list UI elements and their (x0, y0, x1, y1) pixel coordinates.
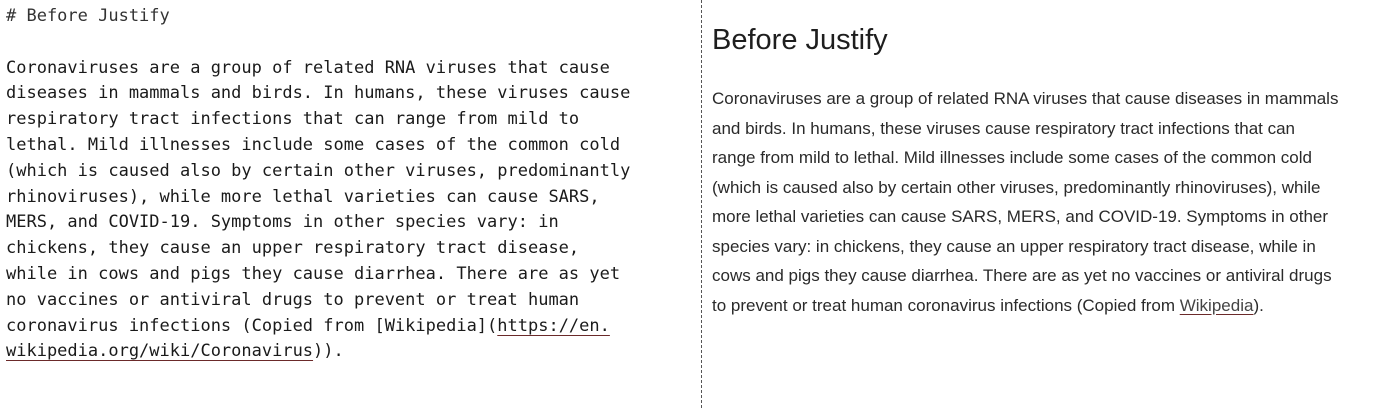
markdown-preview: Before Justify Coronaviruses are a group… (712, 0, 1398, 408)
preview-line: more lethal varieties can cause SARS, ME… (712, 207, 1329, 226)
preview-paragraph: Coronaviruses are a group of related RNA… (712, 84, 1398, 320)
preview-line: range from mild to lethal. Mild illnesse… (712, 148, 1312, 167)
preview-line: cows and pigs they cause diarrhea. There… (712, 266, 1332, 285)
preview-text: to prevent or treat human coronavirus in… (712, 295, 1180, 315)
editor-line: respiratory tract infections that can ra… (6, 109, 580, 130)
markdown-editor[interactable]: # Before Justify Coronaviruses are a gro… (0, 0, 700, 408)
editor-line: while in cows and pigs they cause diarrh… (6, 263, 621, 284)
editor-line: )). (313, 341, 344, 362)
editor-line: (which is caused also by certain other v… (6, 160, 631, 181)
editor-line: lethal. Mild illnesses include some case… (6, 134, 621, 155)
preview-line: (which is caused also by certain other v… (712, 177, 1321, 197)
preview-line: Coronaviruses are a group of related RNA… (712, 89, 1339, 108)
editor-line: Coronaviruses are a group of related RNA… (6, 57, 610, 78)
pane-divider[interactable] (701, 0, 702, 408)
editor-link-url-continued[interactable]: wikipedia.org/wiki/Coronavirus (6, 341, 314, 362)
editor-line: chickens, they cause an upper respirator… (6, 238, 580, 259)
preview-line: species vary: in chickens, they cause an… (712, 236, 1316, 256)
editor-line: MERS, and COVID-19. Symptoms in other sp… (6, 212, 559, 233)
editor-line: rhinoviruses), while more lethal varieti… (6, 186, 600, 207)
preview-title: Before Justify (712, 24, 888, 56)
editor-heading-line: # Before Justify (6, 6, 170, 26)
editor-link-url[interactable]: https://en. (497, 315, 610, 336)
preview-last-line: to prevent or treat human coronavirus in… (712, 291, 1398, 321)
editor-line: diseases in mammals and birds. In humans… (6, 83, 631, 104)
editor-line: coronavirus infections (Copied from [Wik… (6, 315, 498, 336)
preview-text: ). (1253, 295, 1264, 315)
wikipedia-link[interactable]: Wikipedia (1179, 295, 1254, 315)
preview-line: and birds. In humans, these viruses caus… (712, 118, 1296, 138)
editor-line: no vaccines or antiviral drugs to preven… (6, 289, 580, 310)
